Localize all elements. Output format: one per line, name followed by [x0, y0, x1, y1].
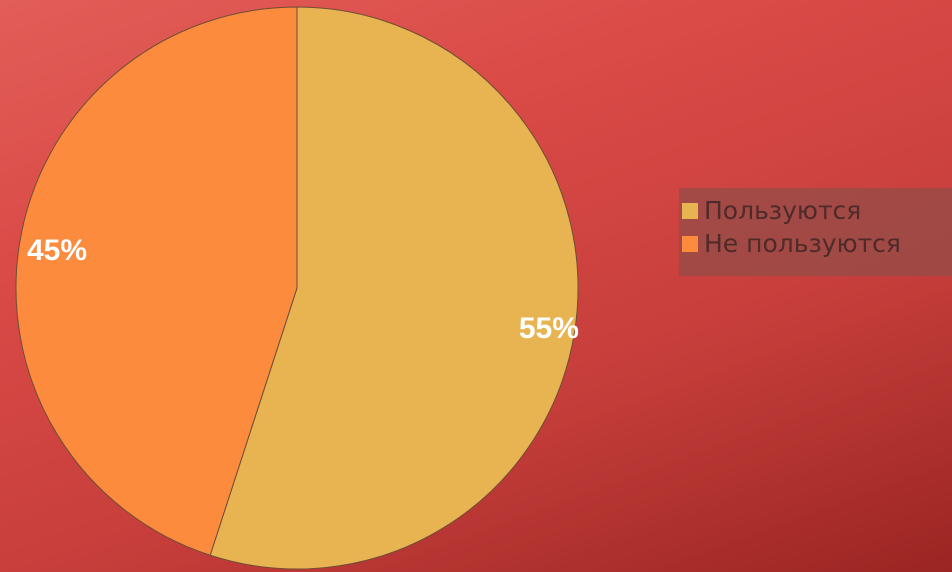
pie-slice-non-users	[15, 6, 298, 556]
pie-data-labels: 55% 45%	[27, 234, 579, 345]
legend-item-users: Пользуются	[679, 194, 952, 227]
data-label-users: 55%	[519, 312, 579, 345]
legend-label-users: Пользуются	[704, 196, 862, 225]
legend-swatch-non-users	[682, 235, 698, 252]
legend-label-non-users: Не пользуются	[704, 229, 901, 258]
legend-swatch-users	[682, 202, 698, 219]
pie-slices	[15, 6, 579, 570]
data-label-non-users: 45%	[27, 234, 87, 267]
chart-legend: Пользуются Не пользуются	[679, 188, 952, 276]
pie-slice-users	[209, 6, 579, 570]
legend-item-non-users: Не пользуются	[679, 227, 952, 260]
